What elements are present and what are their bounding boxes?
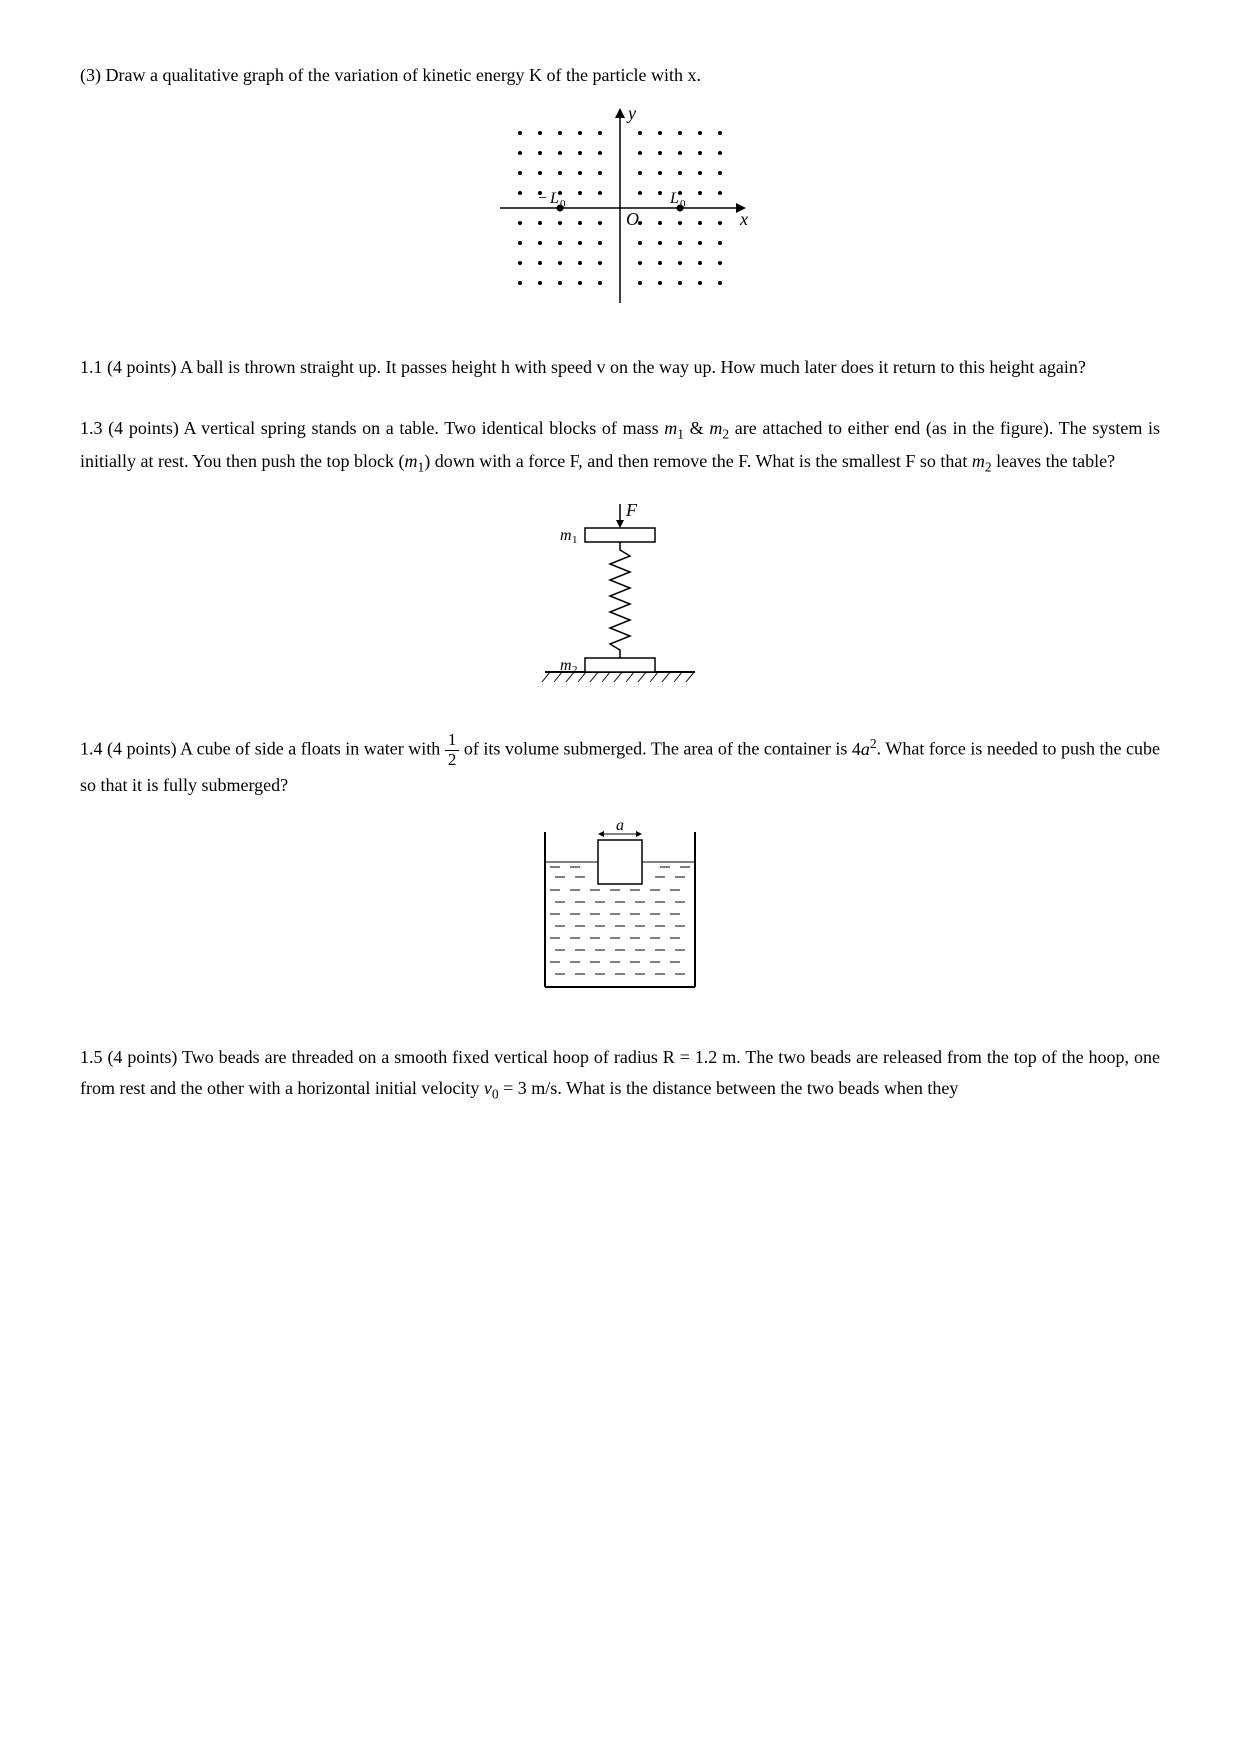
svg-text:2: 2 [572,664,578,676]
text-d: ) down with a force F, and then remove t… [424,451,972,471]
svg-text:m: m [560,527,572,544]
text-a: A vertical spring stands on a table. Two… [184,418,665,438]
problem-1-5-text: 1.5 (4 points) Two beads are threaded on… [80,1042,1160,1106]
text-b: of its volume submerged. The area of the… [459,739,852,759]
problem-points: (4 points) [107,1047,177,1067]
svg-text:−: − [538,190,547,207]
problem-3-text: (3) Draw a qualitative graph of the vari… [80,60,1160,91]
problem-1-1-text: 1.1 (4 points) A ball is thrown straight… [80,352,1160,383]
problem-1-4: 1.4 (4 points) A cube of side a floats i… [80,731,1160,1012]
figure-floating-cube: a [80,812,1160,1012]
sub-0: 0 [492,1086,499,1101]
svg-text:x: x [739,209,748,229]
text-b: & [684,418,709,438]
problem-points: (4 points) [107,357,177,377]
problem-3-continuation: (3) Draw a qualitative graph of the vari… [80,60,1160,322]
sub-2b: 2 [985,460,992,475]
svg-text:0: 0 [680,198,686,210]
problem-body: A ball is thrown straight up. It passes … [180,357,1086,377]
svg-text:y: y [626,103,636,123]
problem-1-3-text: 1.3 (4 points) A vertical spring stands … [80,413,1160,480]
svg-text:a: a [616,817,624,834]
svg-text:L: L [669,190,679,207]
var-v0: v [484,1078,492,1098]
eq-3ms: = 3 m/s [499,1078,558,1098]
problem-1-3: 1.3 (4 points) A vertical spring stands … [80,413,1160,702]
problem-number: 1.1 [80,357,103,377]
expr-4a2: 4a2 [852,739,877,759]
svg-text:L: L [549,190,559,207]
svg-text:1: 1 [572,534,578,546]
problem-points: (4 points) [108,418,179,438]
problem-points: (4 points) [107,739,177,759]
floating-cube-svg: a [520,812,720,1002]
problem-number: 1.4 [80,739,103,759]
var-m1: m [664,418,677,438]
problem-number: 1.3 [80,418,103,438]
problem-number: 1.5 [80,1047,103,1067]
svg-text:F: F [625,500,638,520]
var-m2: m [709,418,722,438]
text-a: A cube of side a floats in water with [180,739,445,759]
spring-blocks-svg: m 2 m 1 F [530,492,710,692]
problem-1-1: 1.1 (4 points) A ball is thrown straight… [80,352,1160,383]
text-b: . What is the distance between the two b… [557,1078,958,1098]
figure-spring-blocks: m 2 m 1 F [80,492,1160,702]
svg-text:O: O [626,209,639,229]
text-e: leaves the table? [992,451,1115,471]
frac-num: 1 [445,731,460,751]
figure-magnetic-field-xy: y x O L 0 − L 0 [80,103,1160,323]
sub-1: 1 [677,426,684,441]
svg-text:m: m [560,657,572,674]
var-m1b: m [404,451,417,471]
frac-den: 2 [445,751,460,770]
var-m2b: m [972,451,985,471]
problem-1-5: 1.5 (4 points) Two beads are threaded on… [80,1042,1160,1106]
magnetic-field-svg: y x O L 0 − L 0 [480,103,760,313]
fraction-half: 12 [445,731,460,769]
problem-1-4-text: 1.4 (4 points) A cube of side a floats i… [80,731,1160,800]
svg-text:0: 0 [560,198,566,210]
